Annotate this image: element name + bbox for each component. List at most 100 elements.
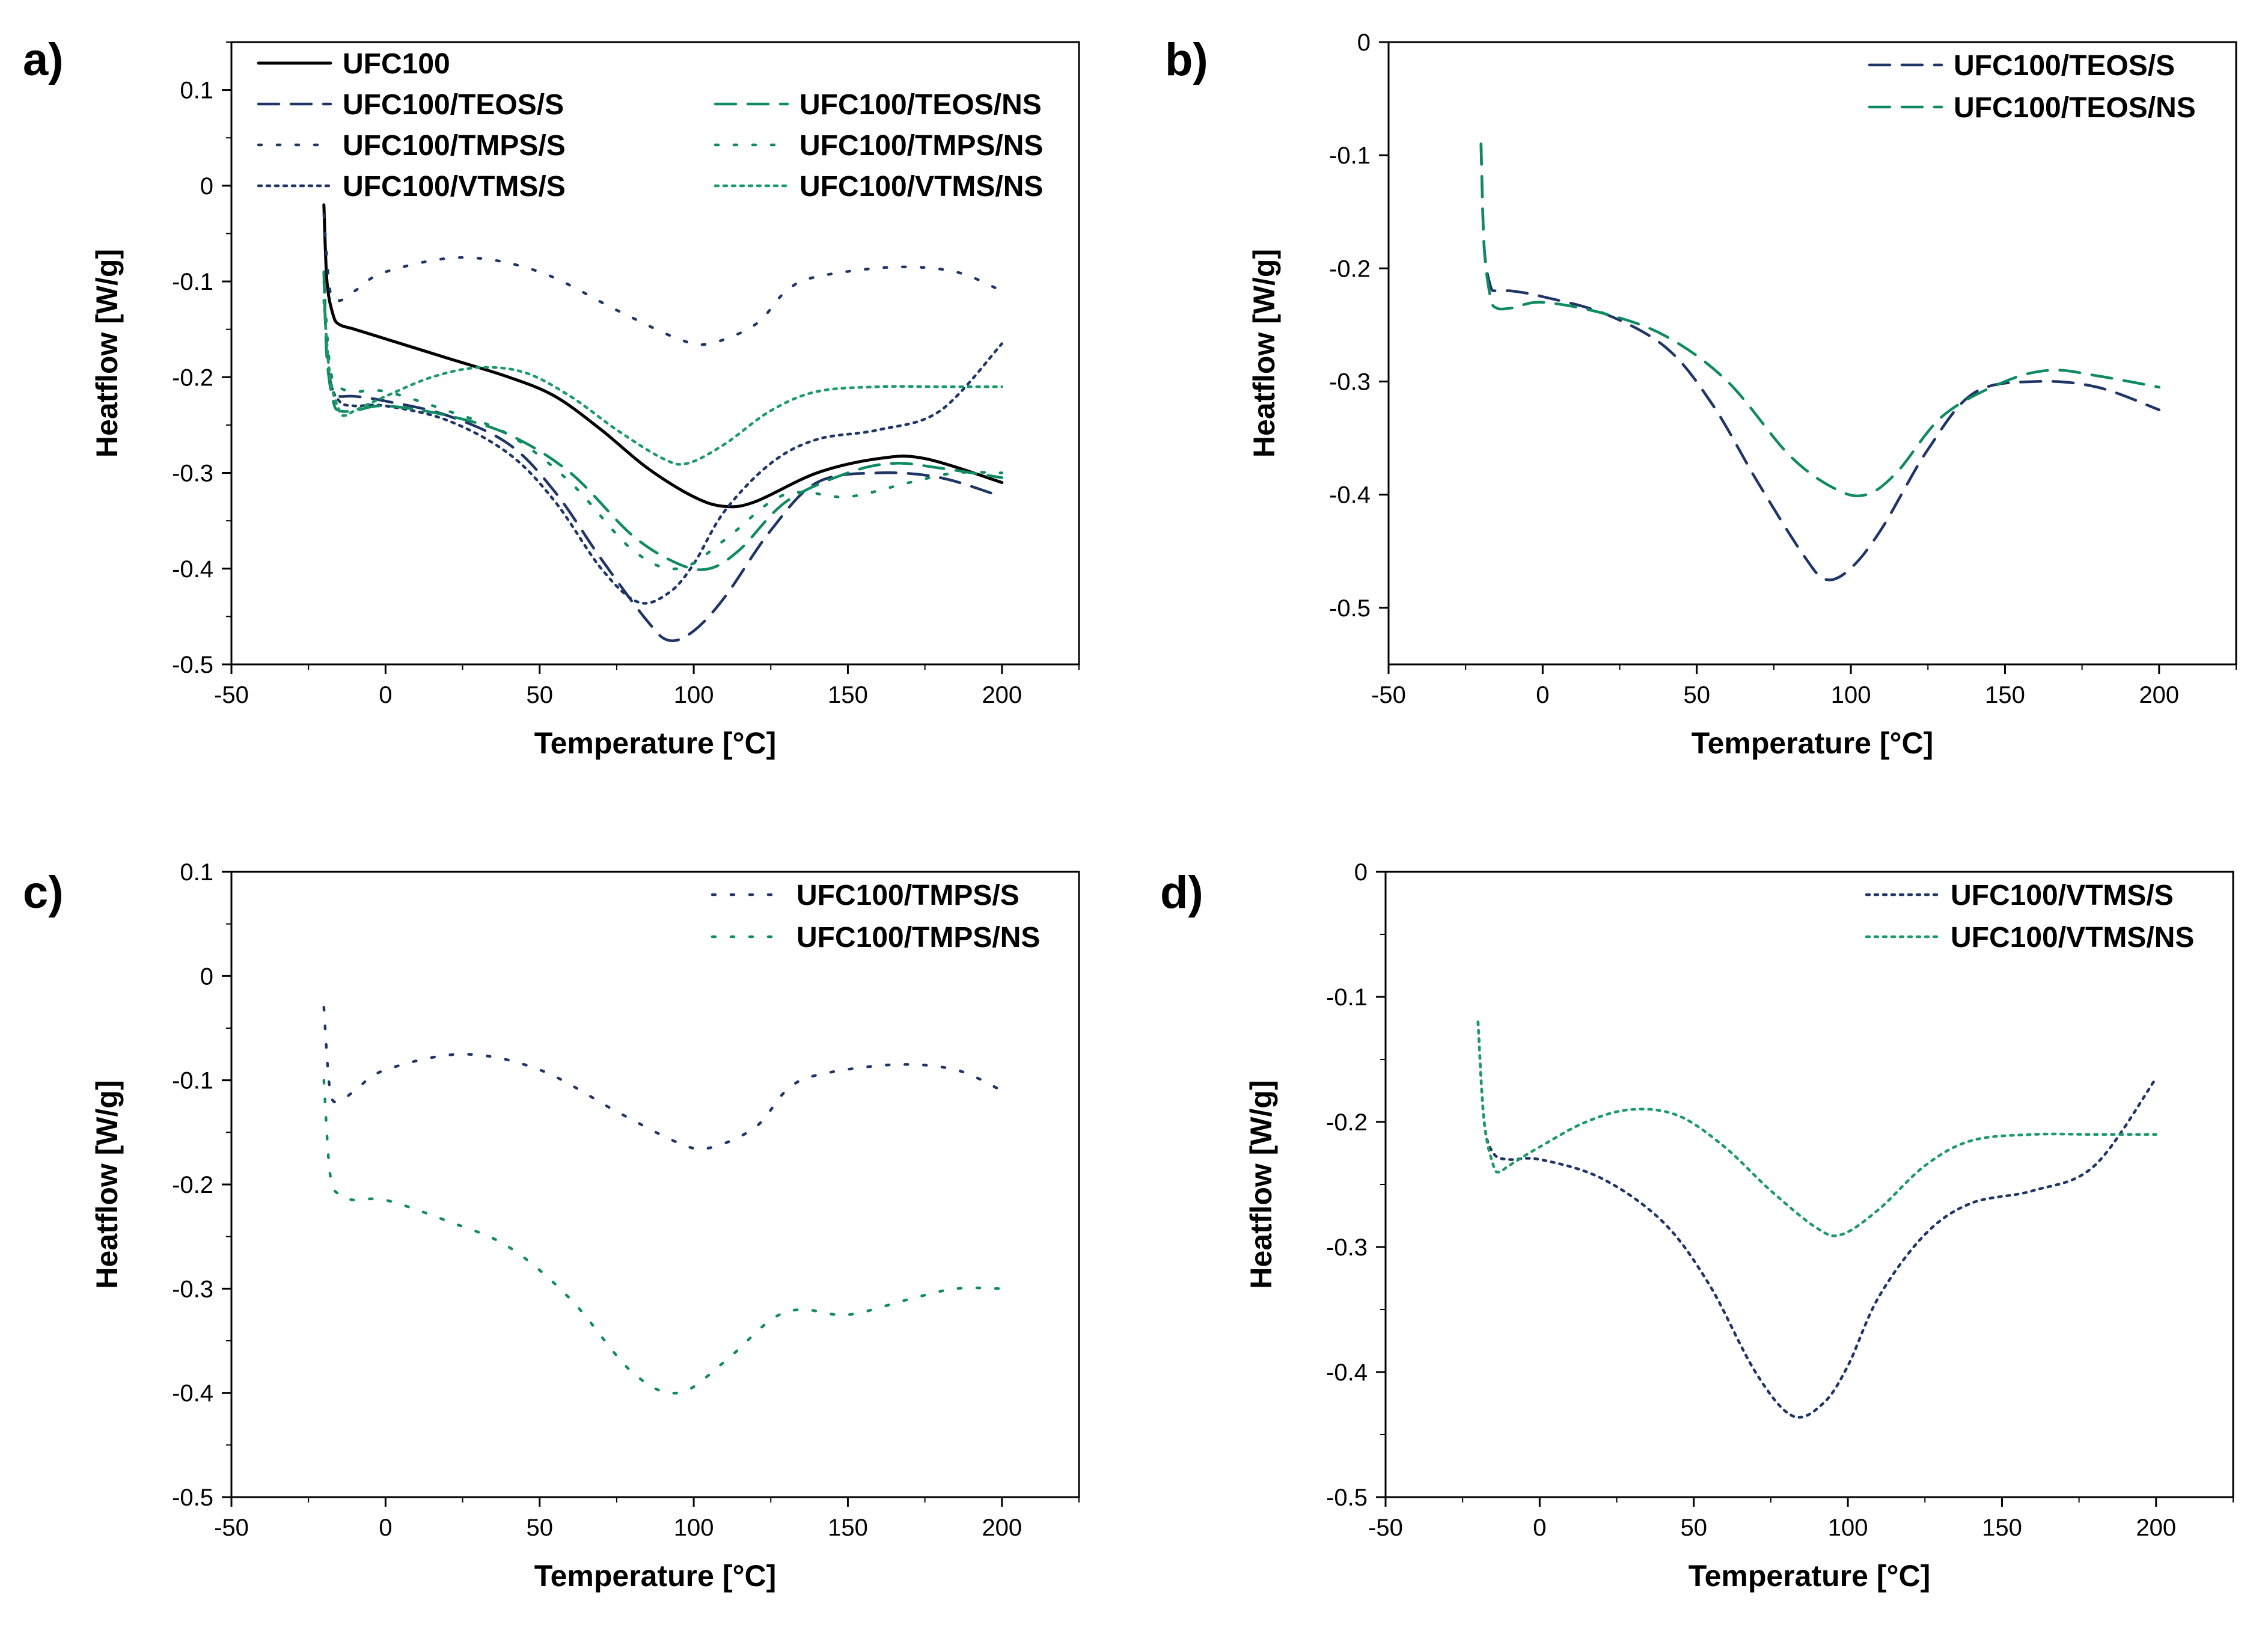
legend-label-ufc100-vtms-s: UFC100/VTMS/S [1951,880,2174,911]
y-tick-label: -0.1 [1326,984,1368,1011]
legend-label-ufc100-teos-s: UFC100/TEOS/S [343,89,564,121]
series-line-ufc100-tmps-ns [322,1079,1004,1395]
panel-a: a) -50 0 50 100 150 200 -0.5 -0.4 -0.3 -0.2 -0.1 0 0.… [23,34,1080,760]
x-tick-label: -50 [1371,682,1406,708]
y-tick-label: -0.3 [1329,369,1371,396]
y-axis-title: Heatflow [W/g] [90,249,124,458]
x-tick-label: 200 [2136,1515,2176,1541]
y-tick-label: 0.1 [180,78,213,104]
panel-c: c) -50 0 50 100 150 200 -0.5 -0.4 -0.3 -0.2 -0.1 0 0.… [23,859,1080,1593]
x-tick-label: 50 [526,1515,553,1541]
y-tick-label: -0.4 [172,556,213,583]
plot-frame [1387,41,2237,666]
x-tick-label: 100 [1828,1515,1868,1541]
y-tick-label: 0 [200,173,213,200]
x-tick-label: 100 [674,682,714,708]
y-axis-title: Heatflow [W/g] [1244,1080,1278,1288]
y-tick-label: -0.5 [1329,595,1371,622]
y-tick-label: -0.1 [172,1068,213,1094]
x-tick-label: 100 [1831,682,1871,708]
x-tick-label: -50 [214,1515,249,1541]
x-tick-label: 200 [982,682,1022,708]
y-tick-label: -0.1 [172,269,213,295]
y-tick-label: -0.4 [1326,1359,1368,1386]
legend-label-ufc100-vtms-s: UFC100/VTMS/S [343,171,566,203]
x-tick-label: 50 [1680,1515,1707,1541]
plot-frame [1384,871,2234,1498]
x-tick-label: 0 [1536,682,1549,708]
y-tick-label: -0.3 [172,1276,213,1302]
y-tick-label: -0.4 [1329,482,1371,509]
x-tick-label: 50 [1683,682,1710,708]
y-tick-label: -0.2 [1329,256,1371,282]
y-tick-label: -0.5 [1326,1484,1368,1511]
y-tick-label: -0.5 [172,652,213,678]
panel-b: b) -50 0 50 100 150 200 -0.5 -0.4 -0.3 -0.2 -0.1 0 Te… [1165,29,2237,760]
series-line-ufc100-teos-s [1479,142,2161,581]
plot-frame [230,871,1080,1498]
y-tick-label: 0.1 [180,859,213,886]
legend-label-ufc100-tmps-s: UFC100/TMPS/S [796,880,1019,911]
x-tick-label: 150 [828,682,868,708]
series-line-ufc100 [322,203,1004,509]
x-tick-label: 150 [828,1515,868,1541]
plot-frame [230,41,1080,666]
legend-label-ufc100-tmps-ns: UFC100/TMPS/NS [799,130,1043,162]
x-axis-title: Temperature [°C] [1689,1559,1930,1593]
panel-label: c) [23,867,64,918]
y-axis-title: Heatflow [W/g] [90,1080,124,1288]
legend: UFC100 UFC100/TEOS/S UFC100/TMPS/S UFC100/V… [257,48,1043,203]
x-axis-title: Temperature [°C] [1692,726,1933,760]
y-tick-label: -0.2 [1326,1109,1368,1136]
y-tick-label: -0.4 [172,1380,213,1407]
y-axis-title: Heatflow [W/g] [1247,249,1281,458]
series-line-ufc100-teos-ns [1479,142,2161,498]
x-tick-label: 100 [674,1515,714,1541]
y-tick-label: 0 [1354,859,1368,886]
y-tick-label: -0.2 [172,1172,213,1198]
panel-label: b) [1165,34,1208,85]
y-tick-label: 0 [1357,29,1371,56]
legend-label-ufc100: UFC100 [343,48,450,80]
x-tick-label: 200 [982,1515,1022,1541]
legend-label-ufc100-vtms-ns: UFC100/VTMS/NS [799,171,1043,203]
y-tick-label: -0.5 [172,1484,213,1511]
panel-label: d) [1160,867,1203,918]
series-line-ufc100-vtms-s [322,299,1004,605]
series-line-ufc100-teos-s [322,270,1004,642]
series-line-ufc100-vtms-ns [322,299,1004,466]
series-line-ufc100-tmps-s [322,1006,1004,1151]
x-axis-title: Temperature [°C] [534,1559,776,1593]
x-tick-label: 150 [1985,682,2025,708]
x-tick-label: 0 [1533,1515,1546,1541]
series-line-ufc100-tmps-s [322,213,1004,346]
x-tick-label: 150 [1982,1515,2022,1541]
x-tick-label: -50 [214,682,249,708]
y-tick-label: -0.3 [172,461,213,487]
panel-d: d) -50 0 50 100 150 200 -0.5 -0.4 -0.3 -0.2 -0.1 0 Te… [1160,859,2234,1593]
y-tick-label: -0.2 [172,364,213,391]
x-tick-label: 50 [526,682,553,708]
legend-label-ufc100-vtms-ns: UFC100/VTMS/NS [1951,922,2194,954]
legend: UFC100/TEOS/S UFC100/TEOS/NS [1868,50,2196,124]
legend-label-ufc100-tmps-s: UFC100/TMPS/S [343,130,566,162]
legend-label-ufc100-teos-ns: UFC100/TEOS/NS [1954,92,2196,124]
series-line-ufc100-teos-ns [322,270,1004,571]
x-tick-label: 200 [2139,682,2179,708]
x-tick-label: -50 [1368,1515,1403,1541]
legend-label-ufc100-teos-ns: UFC100/TEOS/NS [799,89,1042,121]
legend: UFC100/VTMS/S UFC100/VTMS/NS [1865,880,2194,954]
series-line-ufc100-vtms-ns [1476,1020,2158,1237]
x-tick-label: 0 [379,1515,392,1541]
legend: UFC100/TMPS/S UFC100/TMPS/NS [711,880,1040,954]
y-tick-label: -0.3 [1326,1234,1368,1261]
x-tick-label: 0 [379,682,392,708]
y-tick-label: 0 [200,963,213,990]
x-axis-title: Temperature [°C] [534,726,776,760]
legend-label-ufc100-tmps-ns: UFC100/TMPS/NS [796,922,1040,954]
legend-label-ufc100-teos-s: UFC100/TEOS/S [1954,50,2175,82]
series-line-ufc100-vtms-s [1476,1020,2158,1419]
y-tick-label: -0.1 [1329,142,1371,169]
panel-label: a) [23,34,64,85]
